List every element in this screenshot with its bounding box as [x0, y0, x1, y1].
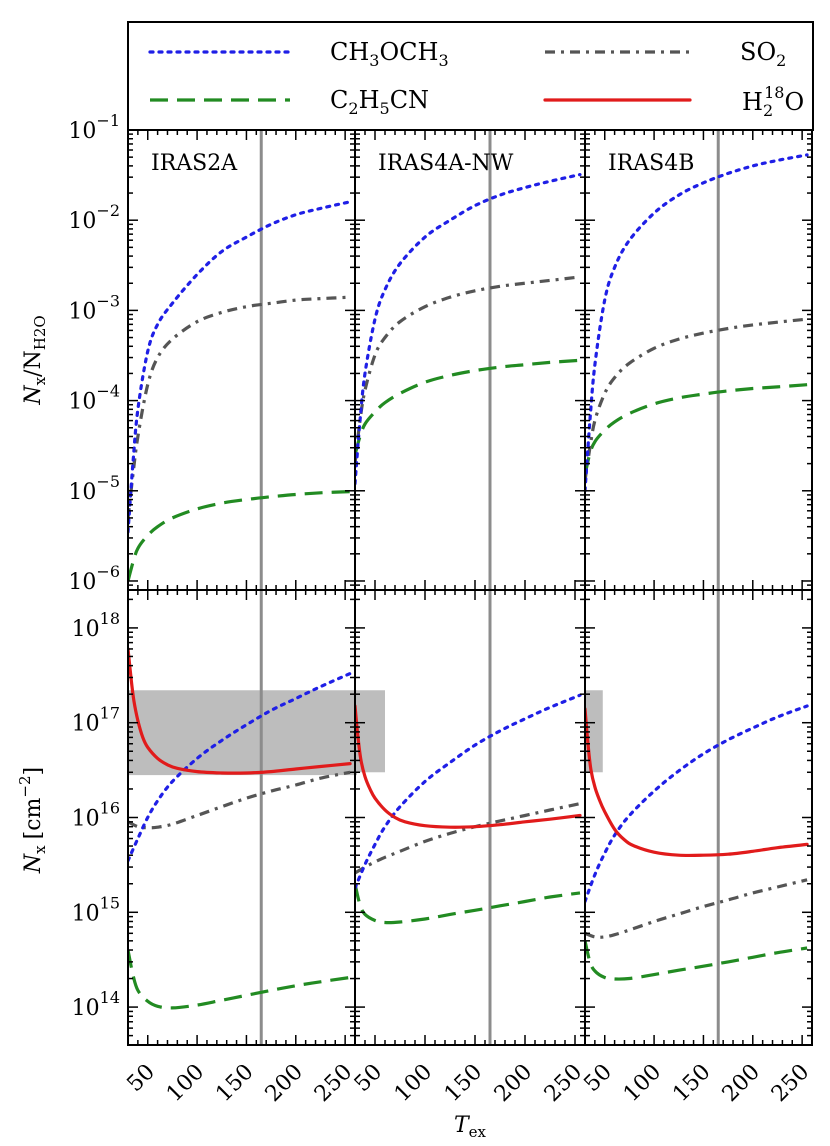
- frame-top-iras2a: [127, 129, 356, 591]
- column-h218o-iras4b: [585, 707, 809, 858]
- y-tick-label-bottom: 1017: [72, 704, 120, 737]
- x-tick-label-iras4a-nw: 150: [440, 1060, 487, 1107]
- ratio-so2-iras4b: [585, 317, 808, 481]
- column-curves-iras4b: [585, 704, 809, 981]
- x-tick-label-iras4a-nw: 100: [390, 1060, 437, 1107]
- y-tick-label-bottom: 1014: [72, 988, 120, 1021]
- x-tick-label-iras4b: 200: [718, 1060, 765, 1107]
- column-so2-iras2a: [128, 770, 351, 830]
- column-ch3och3-iras4a-nw: [355, 693, 582, 890]
- ratio-ch3och3-iras2a: [128, 200, 352, 534]
- y-tick-label-top: 10−3: [68, 291, 120, 324]
- column-c2h5cn-iras2a: [128, 949, 351, 1010]
- x-tick-label-iras4a-nw: 200: [490, 1060, 537, 1107]
- x-tick-label-iras4a-nw: 50: [350, 1060, 387, 1097]
- legend: CH3OCH3 SO2 C2H5CN H218O: [127, 21, 814, 131]
- ticks-iras4a-nw: [354, 129, 586, 1046]
- panel-title-iras4b: IRAS4B: [608, 151, 694, 176]
- y-tick-label-top: 10−6: [68, 562, 120, 595]
- x-tick-label-iras2a: 50: [123, 1060, 160, 1097]
- band-iras2a: [128, 690, 357, 776]
- ratio-so2-iras4a-nw: [355, 275, 581, 464]
- frame-bottom-iras4b: [584, 589, 813, 1046]
- panel-iras4a-nw: IRAS4A-NW 50 100 150 200 250: [350, 129, 587, 1107]
- column-c2h5cn-iras4a-nw: [355, 883, 581, 925]
- frame-bottom-iras2a: [127, 589, 356, 1046]
- y-tick-label-top: 10−2: [68, 201, 120, 234]
- column-so2-iras4a-nw: [355, 802, 581, 875]
- ratio-c2h5cn-iras4a-nw: [355, 358, 581, 456]
- y-tick-label-bottom: 1016: [72, 799, 120, 832]
- ratio-c2h5cn-iras4b: [585, 383, 808, 476]
- ylabel-bottom: Nx[cm−2]: [16, 767, 49, 874]
- panel-iras4b: IRAS4B 50 100 150 200 250: [580, 129, 814, 1107]
- ratio-curves-iras4a-nw: [355, 173, 582, 486]
- x-tick-label-iras4b: 50: [580, 1060, 617, 1097]
- frame-top-iras4a-nw: [354, 129, 586, 591]
- frame-top-iras4b: [584, 129, 813, 591]
- panel-iras2a: IRAS2A 50 100 150 200 250: [123, 129, 357, 1107]
- panel-title-iras2a: IRAS2A: [151, 151, 238, 176]
- ratio-so2-iras2a: [128, 295, 351, 519]
- column-so2-iras4b: [585, 878, 808, 939]
- column-ch3och3-iras4b: [585, 704, 809, 904]
- ylabel-top: Nx/NH2O: [21, 315, 49, 405]
- ratio-ch3och3-iras4b: [585, 153, 809, 493]
- axis-labels: 10−6 10−5 10−4 10−3 10−2 10−1 1014 1015 1016 1017…: [16, 111, 487, 1141]
- ticks-iras4b: [584, 129, 813, 1046]
- xlabel: Tex: [454, 1113, 487, 1141]
- x-tick-label-iras4a-nw: 250: [540, 1060, 587, 1107]
- y-tick-label-top: 10−1: [68, 111, 120, 144]
- column-curves-iras2a: [128, 647, 352, 1010]
- column-curves-iras4a-nw: [355, 693, 582, 925]
- x-tick-label-iras4b: 150: [668, 1060, 715, 1107]
- legend-label-c2h5cn: C2H5CN: [330, 86, 429, 118]
- ratio-curves-iras4b: [585, 153, 809, 493]
- legend-label-so2: SO2: [740, 38, 786, 70]
- x-tick-label-iras2a: 100: [162, 1060, 209, 1107]
- y-tick-label-bottom: 1015: [72, 893, 120, 926]
- legend-label-ch3och3: CH3OCH3: [330, 38, 449, 70]
- column-c2h5cn-iras4b: [585, 940, 808, 981]
- x-tick-label-iras4b: 100: [619, 1060, 666, 1107]
- column-ch3och3-iras2a: [128, 672, 352, 863]
- ticks-iras2a: [127, 129, 356, 1046]
- column-h218o-iras2a: [128, 647, 352, 775]
- x-tick-label-iras2a: 200: [261, 1060, 308, 1107]
- ratio-c2h5cn-iras2a: [128, 490, 351, 582]
- column-h218o-iras4a-nw: [355, 704, 582, 829]
- panel-title-iras4a-nw: IRAS4A-NW: [378, 151, 514, 176]
- x-tick-label-iras2a: 150: [211, 1060, 258, 1107]
- y-tick-label-top: 10−4: [68, 382, 120, 415]
- legend-label-h218o: H218O: [742, 83, 804, 120]
- frame-bottom-iras4a-nw: [354, 589, 586, 1046]
- legend-box: [127, 21, 814, 131]
- x-tick-label-iras2a: 250: [310, 1060, 357, 1107]
- y-tick-label-top: 10−5: [68, 472, 120, 505]
- y-tick-label-bottom: 1018: [72, 609, 120, 642]
- x-tick-label-iras4b: 250: [767, 1060, 814, 1107]
- ratio-ch3och3-iras4a-nw: [355, 173, 582, 486]
- ratio-curves-iras2a: [128, 200, 352, 582]
